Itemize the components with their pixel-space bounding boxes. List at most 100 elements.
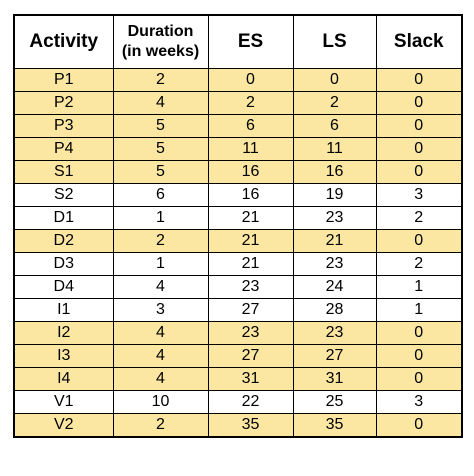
cell-es: 27 bbox=[207, 298, 294, 322]
cell-slack: 2 bbox=[375, 252, 463, 276]
table-row: S2 6 16 19 3 bbox=[13, 183, 463, 207]
cell-duration: 1 bbox=[112, 206, 209, 230]
table-row: P2 4 2 2 0 bbox=[13, 91, 463, 115]
schedule-table: Activity Duration (in weeks) ES LS Slack… bbox=[13, 14, 463, 438]
cell-ls: 35 bbox=[292, 413, 377, 438]
cell-duration: 3 bbox=[112, 298, 209, 322]
table-row: I2 4 23 23 0 bbox=[13, 321, 463, 345]
cell-activity: D4 bbox=[13, 275, 114, 299]
cell-es: 21 bbox=[207, 206, 294, 230]
cell-es: 11 bbox=[207, 137, 294, 161]
cell-duration: 1 bbox=[112, 252, 209, 276]
cell-slack: 0 bbox=[375, 413, 463, 438]
cell-slack: 0 bbox=[375, 160, 463, 184]
table-row: D4 4 23 24 1 bbox=[13, 275, 463, 299]
cell-es: 16 bbox=[207, 183, 294, 207]
table-row: D3 1 21 23 2 bbox=[13, 252, 463, 276]
header-slack: Slack bbox=[375, 14, 463, 69]
header-duration-label: Duration (in weeks) bbox=[121, 23, 200, 60]
cell-duration: 2 bbox=[112, 229, 209, 253]
cell-duration: 2 bbox=[112, 413, 209, 438]
cell-slack: 2 bbox=[375, 206, 463, 230]
cell-activity: V1 bbox=[13, 390, 114, 414]
table-row: P4 5 11 11 0 bbox=[13, 137, 463, 161]
cell-activity: I4 bbox=[13, 367, 114, 391]
cell-ls: 11 bbox=[292, 137, 377, 161]
cell-slack: 0 bbox=[375, 229, 463, 253]
cell-slack: 0 bbox=[375, 68, 463, 92]
cell-es: 21 bbox=[207, 252, 294, 276]
cell-duration: 5 bbox=[112, 160, 209, 184]
cell-slack: 1 bbox=[375, 298, 463, 322]
cell-duration: 4 bbox=[112, 367, 209, 391]
cell-slack: 1 bbox=[375, 275, 463, 299]
cell-ls: 16 bbox=[292, 160, 377, 184]
cell-es: 16 bbox=[207, 160, 294, 184]
cell-ls: 23 bbox=[292, 252, 377, 276]
cell-ls: 0 bbox=[292, 68, 377, 92]
cell-duration: 4 bbox=[112, 91, 209, 115]
cell-duration: 10 bbox=[112, 390, 209, 414]
header-es: ES bbox=[207, 14, 294, 69]
cell-ls: 23 bbox=[292, 206, 377, 230]
cell-ls: 23 bbox=[292, 321, 377, 345]
cell-slack: 0 bbox=[375, 137, 463, 161]
cell-es: 27 bbox=[207, 344, 294, 368]
header-ls: LS bbox=[292, 14, 377, 69]
cell-activity: S1 bbox=[13, 160, 114, 184]
cell-slack: 3 bbox=[375, 390, 463, 414]
cell-es: 22 bbox=[207, 390, 294, 414]
cell-activity: D3 bbox=[13, 252, 114, 276]
cell-activity: I1 bbox=[13, 298, 114, 322]
schedule-table-container: Activity Duration (in weeks) ES LS Slack… bbox=[13, 14, 463, 438]
cell-activity: P3 bbox=[13, 114, 114, 138]
table-row: P3 5 6 6 0 bbox=[13, 114, 463, 138]
cell-duration: 4 bbox=[112, 344, 209, 368]
cell-activity: P4 bbox=[13, 137, 114, 161]
cell-duration: 5 bbox=[112, 114, 209, 138]
cell-duration: 2 bbox=[112, 68, 209, 92]
table-row: D2 2 21 21 0 bbox=[13, 229, 463, 253]
cell-es: 31 bbox=[207, 367, 294, 391]
table-body: P1 2 0 0 0 P2 4 2 2 0 P3 5 6 6 0 P4 5 11 11 0 S1 5 16 16 0 S2 6 16 1… bbox=[13, 68, 463, 438]
cell-es: 0 bbox=[207, 68, 294, 92]
cell-activity: I3 bbox=[13, 344, 114, 368]
table-row: I1 3 27 28 1 bbox=[13, 298, 463, 322]
cell-slack: 3 bbox=[375, 183, 463, 207]
header-duration: Duration (in weeks) bbox=[112, 14, 209, 69]
table-row: D1 1 21 23 2 bbox=[13, 206, 463, 230]
cell-es: 21 bbox=[207, 229, 294, 253]
cell-ls: 24 bbox=[292, 275, 377, 299]
cell-activity: V2 bbox=[13, 413, 114, 438]
header-activity: Activity bbox=[13, 14, 114, 69]
cell-ls: 19 bbox=[292, 183, 377, 207]
table-row: I3 4 27 27 0 bbox=[13, 344, 463, 368]
cell-duration: 5 bbox=[112, 137, 209, 161]
cell-ls: 6 bbox=[292, 114, 377, 138]
cell-ls: 25 bbox=[292, 390, 377, 414]
cell-ls: 28 bbox=[292, 298, 377, 322]
cell-slack: 0 bbox=[375, 321, 463, 345]
cell-ls: 27 bbox=[292, 344, 377, 368]
cell-activity: S2 bbox=[13, 183, 114, 207]
cell-slack: 0 bbox=[375, 114, 463, 138]
cell-duration: 6 bbox=[112, 183, 209, 207]
cell-ls: 2 bbox=[292, 91, 377, 115]
cell-es: 2 bbox=[207, 91, 294, 115]
cell-ls: 21 bbox=[292, 229, 377, 253]
table-row: V2 2 35 35 0 bbox=[13, 413, 463, 438]
cell-es: 23 bbox=[207, 275, 294, 299]
table-row: I4 4 31 31 0 bbox=[13, 367, 463, 391]
cell-activity: P1 bbox=[13, 68, 114, 92]
cell-ls: 31 bbox=[292, 367, 377, 391]
header-row: Activity Duration (in weeks) ES LS Slack bbox=[13, 14, 463, 69]
cell-slack: 0 bbox=[375, 91, 463, 115]
cell-duration: 4 bbox=[112, 321, 209, 345]
table-row: S1 5 16 16 0 bbox=[13, 160, 463, 184]
cell-es: 35 bbox=[207, 413, 294, 438]
cell-activity: P2 bbox=[13, 91, 114, 115]
cell-slack: 0 bbox=[375, 344, 463, 368]
cell-activity: D1 bbox=[13, 206, 114, 230]
cell-es: 23 bbox=[207, 321, 294, 345]
table-row: P1 2 0 0 0 bbox=[13, 68, 463, 92]
